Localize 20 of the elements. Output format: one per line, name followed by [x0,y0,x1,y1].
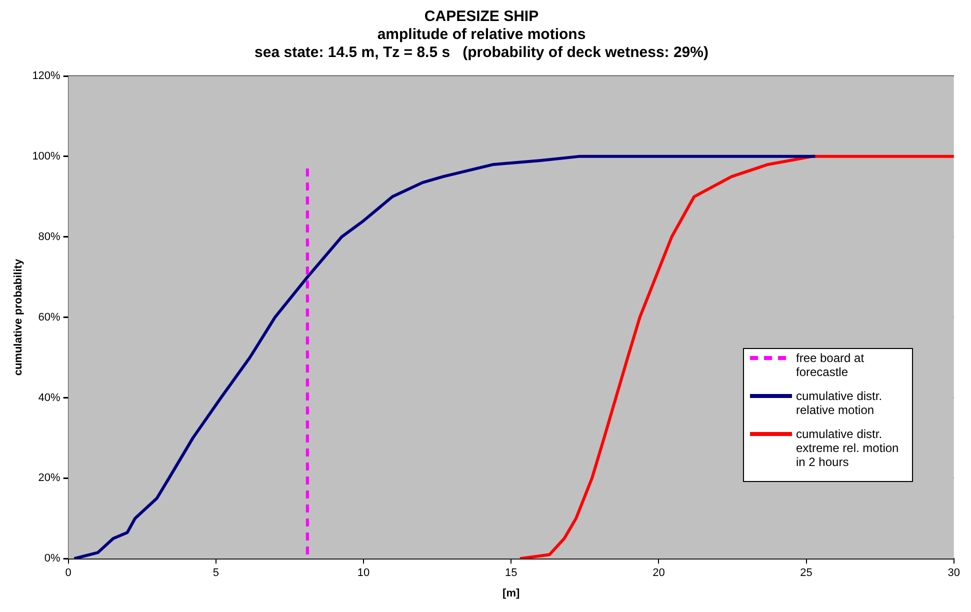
y-tick-label: 120% [32,70,61,82]
chart-title: CAPESIZE SHIP amplitude of relative motions sea state: 14.5 m, Tz = 8.5 s (probability of deck wetness: 29%) [254,8,708,62]
y-axis-title: cumulative probability [12,258,25,376]
y-tick-label: 20% [38,472,61,484]
x-tick-label: 30 [948,567,960,580]
x-tick-label: 0 [65,567,72,580]
y-tick-label: 60% [38,311,61,324]
x-tick-label: 25 [800,567,812,580]
x-tick-label: 5 [212,567,219,580]
y-tick-label: 100% [32,150,61,162]
y-tick-label: 80% [38,230,61,243]
legend-label: free board at forecastle [796,351,866,379]
x-axis-title: [m] [502,587,520,600]
legend-label: cumulative distr. relative motion [796,389,884,417]
x-tick-label: 20 [652,567,665,580]
y-tick-label: 40% [38,392,61,404]
y-tick-label: 0% [44,552,61,565]
x-tick-label: 15 [504,567,518,580]
legend-label: cumulative distr. extreme rel. motion in 2 hours [796,427,900,469]
x-tick-label: 10 [357,567,370,580]
